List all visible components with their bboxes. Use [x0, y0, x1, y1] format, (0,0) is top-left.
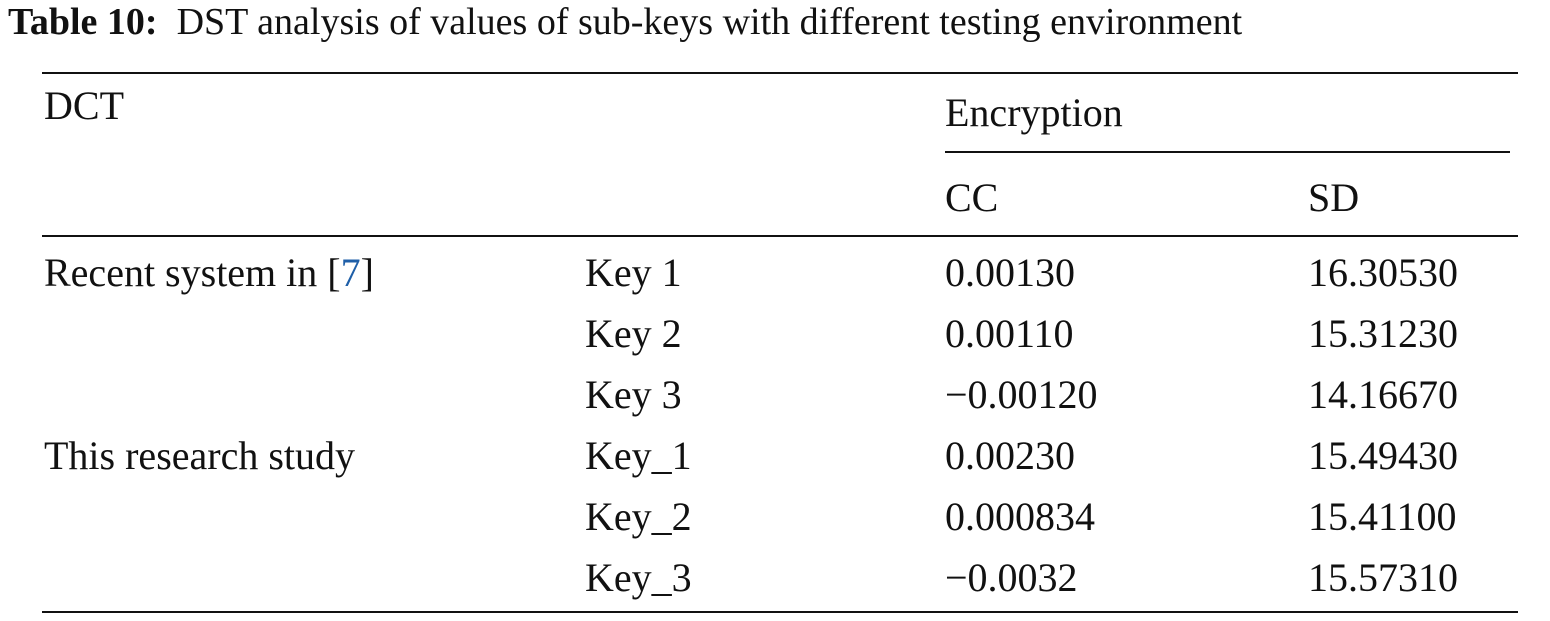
group-label: Recent system in [7]	[44, 251, 374, 295]
header-cell: SD	[1308, 175, 1360, 220]
group-label-text: Recent system in [	[44, 250, 341, 295]
cc-cell: 0.000834	[945, 494, 1095, 539]
sd-cell: 15.57310	[1308, 555, 1458, 600]
caption: Table 10: DST analysis of values of sub-…	[8, 0, 1242, 44]
key-cell: Key_1	[585, 433, 692, 478]
header-group: Encryption	[945, 90, 1123, 135]
sd-cell: 16.30530	[1308, 250, 1458, 295]
top-rule	[42, 72, 1518, 74]
caption-text: DST analysis of values of sub-keys with …	[176, 1, 1243, 43]
key-cell: Key 3	[585, 372, 682, 417]
sd-cell: 14.16670	[1308, 372, 1458, 417]
header-cell: DCT	[44, 83, 124, 128]
cc-cell: 0.00110	[945, 311, 1074, 356]
cc-cell: 0.00130	[945, 250, 1075, 295]
group-label: This research study	[44, 434, 355, 478]
group-label-text: This research study	[44, 433, 356, 478]
header-cell: CC	[945, 175, 999, 220]
header-rule	[42, 235, 1518, 237]
bottom-rule	[42, 611, 1518, 613]
cc-cell: −0.00120	[945, 372, 1098, 417]
sd-cell: 15.41100	[1308, 494, 1457, 539]
sd-cell: 15.49430	[1308, 433, 1458, 478]
key-cell: Key_2	[585, 494, 692, 539]
sd-cell: 15.31230	[1308, 311, 1458, 356]
cc-cell: 0.00230	[945, 433, 1075, 478]
key-cell: Key 2	[585, 311, 682, 356]
group-label-text: ]	[360, 250, 374, 295]
cc-cell: −0.0032	[945, 555, 1078, 600]
key-cell: Key_3	[585, 555, 692, 600]
group-rule	[945, 151, 1510, 153]
citation: 7	[340, 250, 361, 295]
key-cell: Key 1	[585, 250, 682, 295]
caption-label: Table 10:	[8, 1, 158, 43]
